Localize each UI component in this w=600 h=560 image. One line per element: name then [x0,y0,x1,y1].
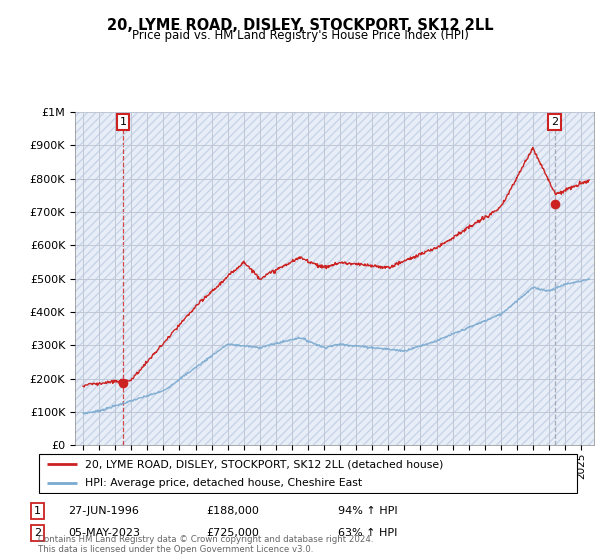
Text: 63% ↑ HPI: 63% ↑ HPI [338,528,397,538]
Text: 05-MAY-2023: 05-MAY-2023 [68,528,140,538]
Text: 1: 1 [119,117,127,127]
Text: 20, LYME ROAD, DISLEY, STOCKPORT, SK12 2LL (detached house): 20, LYME ROAD, DISLEY, STOCKPORT, SK12 2… [85,460,443,469]
Text: 2: 2 [551,117,558,127]
Text: 1: 1 [34,506,41,516]
Text: £725,000: £725,000 [206,528,259,538]
Text: 2: 2 [34,528,41,538]
Text: 20, LYME ROAD, DISLEY, STOCKPORT, SK12 2LL: 20, LYME ROAD, DISLEY, STOCKPORT, SK12 2… [107,18,493,33]
Text: Price paid vs. HM Land Registry's House Price Index (HPI): Price paid vs. HM Land Registry's House … [131,29,469,42]
Text: Contains HM Land Registry data © Crown copyright and database right 2024.
This d: Contains HM Land Registry data © Crown c… [38,535,373,554]
Text: HPI: Average price, detached house, Cheshire East: HPI: Average price, detached house, Ches… [85,478,362,488]
Text: 94% ↑ HPI: 94% ↑ HPI [338,506,397,516]
Text: £188,000: £188,000 [206,506,259,516]
Text: 27-JUN-1996: 27-JUN-1996 [68,506,139,516]
